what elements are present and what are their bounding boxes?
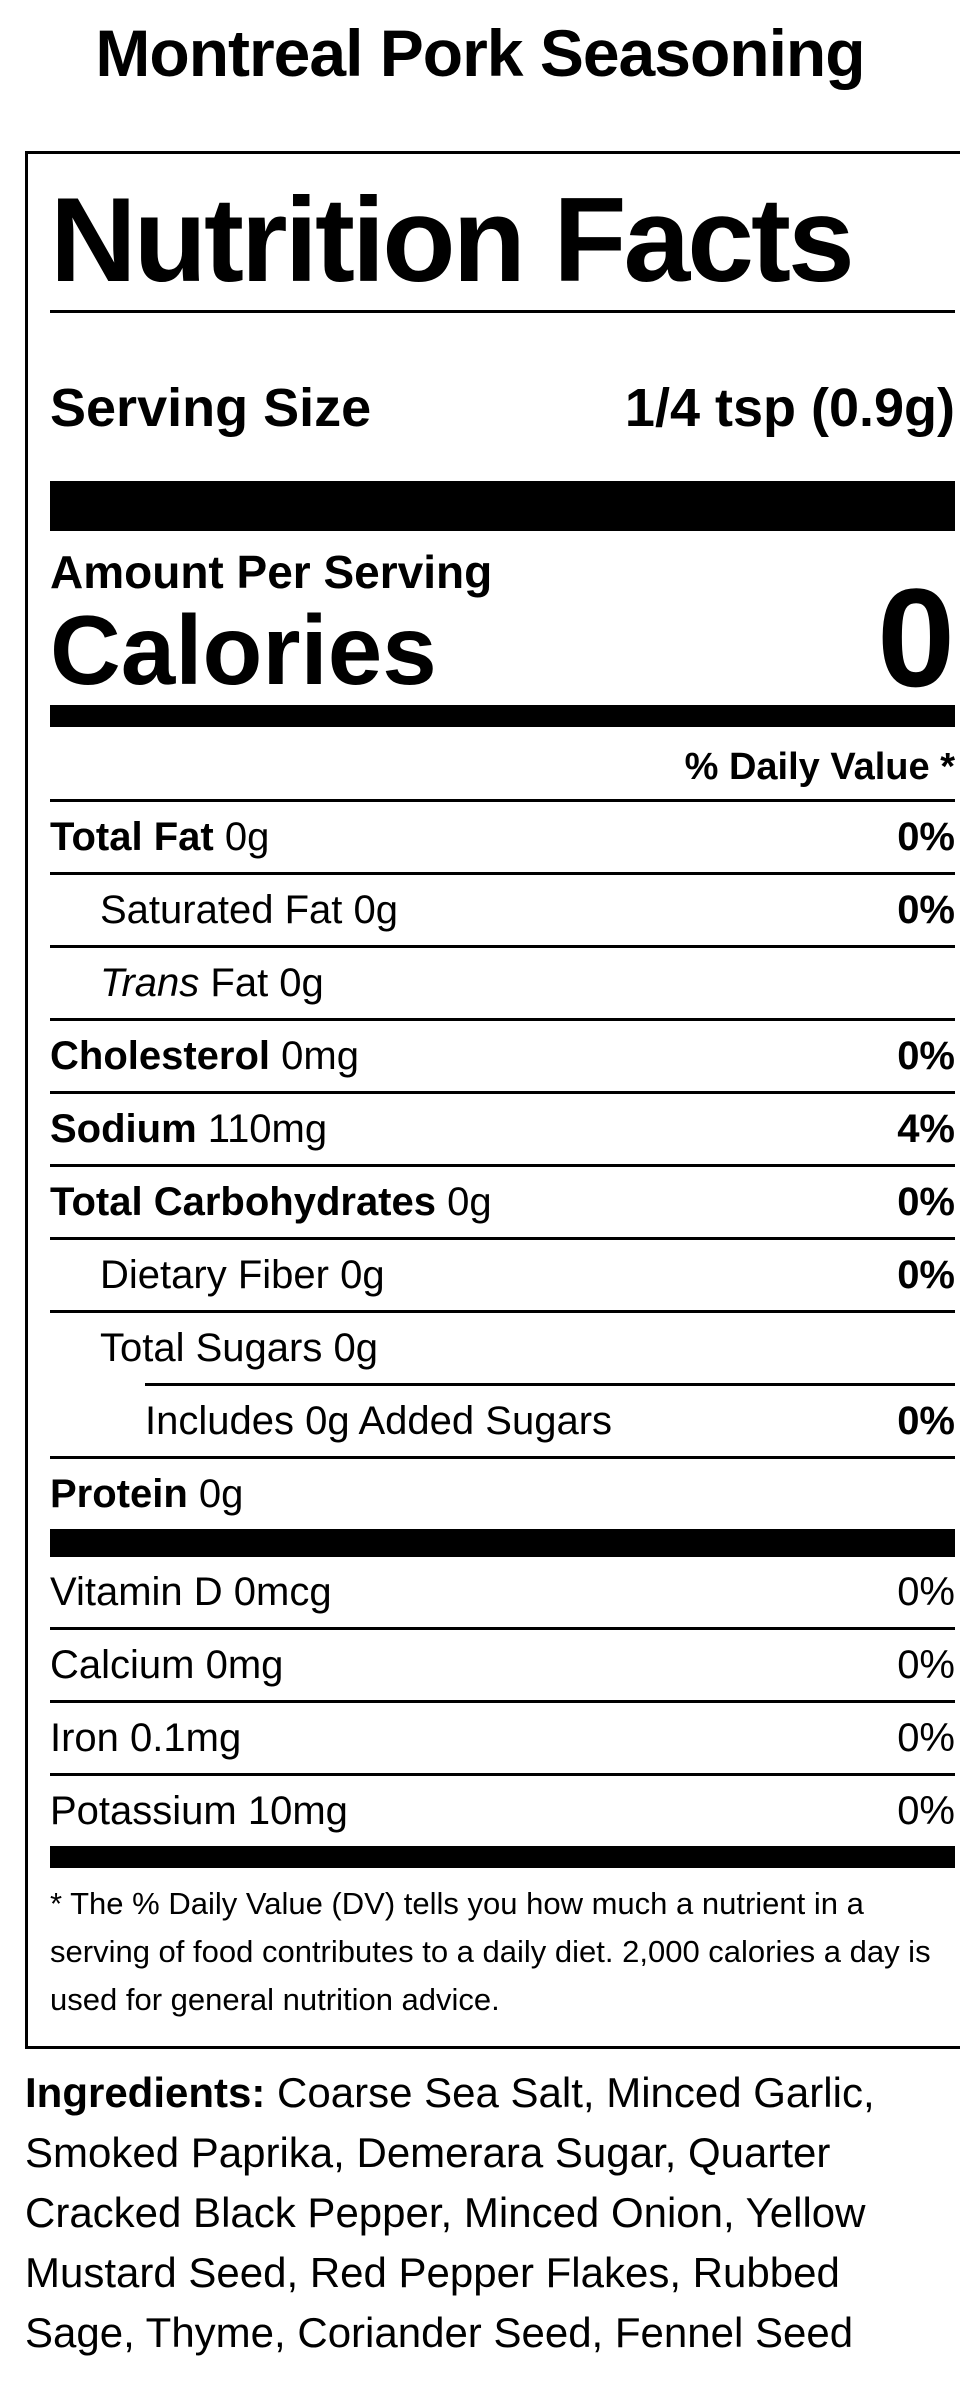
- nutrient-daily-value: 0%: [897, 1715, 955, 1760]
- row-divider: [50, 871, 955, 875]
- nutrient-label: Total Sugars 0g: [100, 1325, 378, 1370]
- nutrient-label: Protein 0g: [50, 1471, 244, 1516]
- micronutrient-table: Vitamin D 0mcg 0% Calcium 0mg 0% Iron 0.1mg 0…: [50, 1557, 955, 1846]
- row-divider: [50, 1699, 955, 1703]
- row-divider: [50, 1017, 955, 1021]
- row-divider: [50, 1163, 955, 1167]
- calories-value: 0: [877, 558, 955, 716]
- nutrient-daily-value: 0%: [897, 887, 955, 932]
- nutrient-row: Saturated Fat 0g 0%: [50, 875, 955, 945]
- protein-separator-bar: [50, 1528, 955, 1557]
- nutrient-label: Includes 0g Added Sugars: [145, 1398, 613, 1443]
- nutrient-daily-value: 0%: [897, 814, 955, 859]
- nutrient-row: Includes 0g Added Sugars 0%: [50, 1386, 955, 1456]
- nutrient-label: Sodium 110mg: [50, 1106, 328, 1151]
- row-divider: [50, 1772, 955, 1776]
- nutrient-label: Cholesterol 0mg: [50, 1033, 359, 1078]
- nutrient-label: Dietary Fiber 0g: [100, 1252, 385, 1297]
- nutrient-label: Potassium 10mg: [50, 1788, 348, 1833]
- nutrient-label: Calcium 0mg: [50, 1642, 284, 1687]
- nutrient-label: Saturated Fat 0g: [100, 887, 398, 932]
- nutrient-row: Total Sugars 0g: [50, 1313, 955, 1383]
- row-divider: [50, 1309, 955, 1313]
- serving-size-label: Serving Size: [50, 377, 372, 438]
- ingredients-text: Coarse Sea Salt, Minced Garlic, Smoked P…: [25, 2068, 875, 2356]
- row-divider: [50, 1626, 955, 1630]
- micronutrient-row: Potassium 10mg 0%: [50, 1776, 955, 1846]
- micronutrient-row: Iron 0.1mg 0%: [50, 1703, 955, 1773]
- row-divider: [50, 1455, 955, 1459]
- nutrient-daily-value: 0%: [897, 1788, 955, 1833]
- nutrient-label: Total Fat 0g: [50, 814, 270, 859]
- serving-size-row: Serving Size 1/4 tsp (0.9g): [50, 377, 955, 439]
- nutrient-daily-value: 0%: [897, 1179, 955, 1224]
- ingredients-paragraph: Ingredients: Coarse Sea Salt, Minced Gar…: [25, 2063, 935, 2363]
- nutrient-label: Trans Fat 0g: [100, 960, 324, 1005]
- nutrient-row: Cholesterol 0mg 0%: [50, 1021, 955, 1091]
- footnote-separator-bar: [50, 1845, 955, 1868]
- calories-separator-bar: [50, 704, 955, 727]
- serving-size-value: 1/4 tsp (0.9g): [624, 377, 955, 438]
- nutrient-daily-value: 0%: [897, 1033, 955, 1078]
- micronutrient-row: Vitamin D 0mcg 0%: [50, 1557, 955, 1627]
- ingredients-label: Ingredients:: [25, 2068, 266, 2116]
- row-divider: [50, 1236, 955, 1240]
- thick-separator-bar: [50, 480, 955, 531]
- daily-value-footnote: * The % Daily Value (DV) tells you how m…: [50, 1885, 931, 2017]
- nutrient-label: Vitamin D 0mcg: [50, 1569, 332, 1614]
- nutrient-daily-value: 0%: [897, 1642, 955, 1687]
- nutrient-daily-value: 4%: [897, 1106, 955, 1151]
- nutrient-label: Iron 0.1mg: [50, 1715, 242, 1760]
- row-divider: [145, 1382, 955, 1386]
- nutrient-row: Sodium 110mg 4%: [50, 1094, 955, 1164]
- daily-value-divider: [50, 798, 955, 802]
- calories-row: Calories 0: [50, 558, 955, 716]
- nutrient-row: Trans Fat 0g: [50, 948, 955, 1018]
- calories-label: Calories: [50, 595, 437, 706]
- amount-per-serving-label: Amount Per Serving: [50, 545, 493, 598]
- page: Montreal Pork Seasoning Nutrition Facts …: [0, 14, 960, 2363]
- nutrient-row: Total Fat 0g 0%: [50, 802, 955, 872]
- nutrition-facts-panel: Nutrition Facts Serving Size 1/4 tsp (0.…: [25, 151, 960, 2049]
- nutrient-row: Protein 0g: [50, 1459, 955, 1529]
- micronutrient-row: Calcium 0mg 0%: [50, 1630, 955, 1700]
- nutrient-label: Total Carbohydrates 0g: [50, 1179, 492, 1224]
- row-divider: [50, 1090, 955, 1094]
- nutrient-daily-value: 0%: [897, 1398, 955, 1443]
- title-divider: [50, 309, 955, 313]
- nutrient-table: Total Fat 0g 0% Saturated Fat 0g 0% Trans Fa…: [50, 802, 955, 1529]
- nutrition-facts-title: Nutrition Facts: [50, 173, 855, 308]
- nutrient-row: Total Carbohydrates 0g 0%: [50, 1167, 955, 1237]
- row-divider: [50, 944, 955, 948]
- nutrient-daily-value: 0%: [897, 1569, 955, 1614]
- nutrient-row: Dietary Fiber 0g 0%: [50, 1240, 955, 1310]
- nutrient-daily-value: 0%: [897, 1252, 955, 1297]
- product-title: Montreal Pork Seasoning: [95, 16, 865, 90]
- daily-value-header: % Daily Value *: [684, 745, 955, 788]
